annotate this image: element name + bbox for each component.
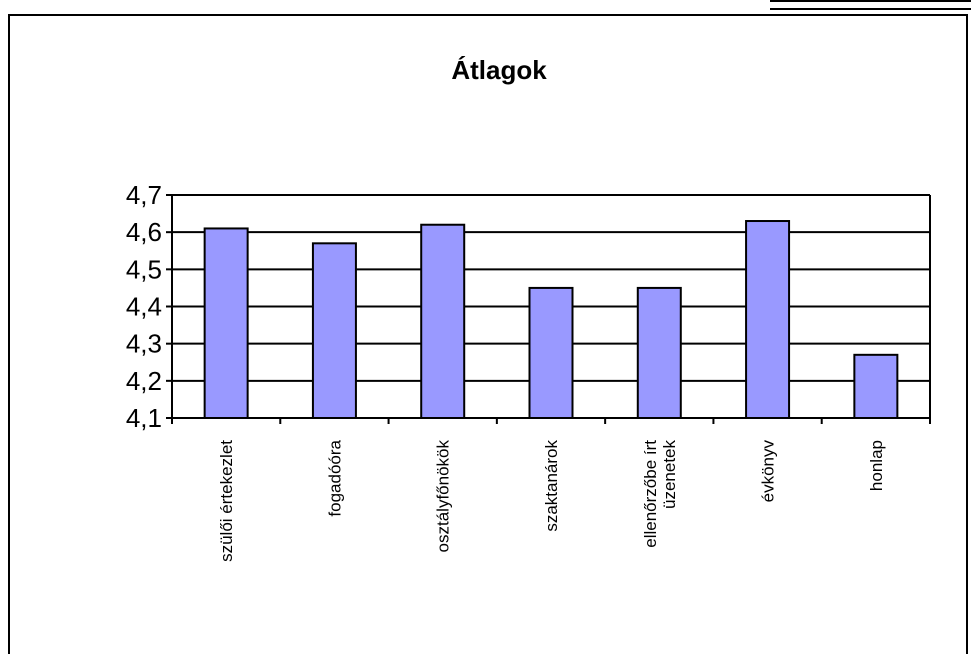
axes xyxy=(166,194,931,424)
bars xyxy=(203,220,899,420)
x-tick-label: évkönyv xyxy=(759,440,778,503)
y-tick-label: 4,7 xyxy=(126,180,162,210)
y-tick-label: 4,4 xyxy=(126,292,162,322)
x-tick-label: üzenetek xyxy=(660,440,679,509)
bar xyxy=(420,223,466,419)
x-tick-label: honlap xyxy=(867,440,886,491)
x-tick-label: szaktanárok xyxy=(542,440,561,532)
x-tick-label: szülői értekezlet xyxy=(217,440,236,562)
corner-bar-decoration xyxy=(770,0,971,10)
bar xyxy=(203,227,249,419)
y-tick-label: 4,3 xyxy=(126,329,162,359)
bar xyxy=(853,353,899,420)
x-tick-label: osztályfőnökök xyxy=(434,440,453,553)
y-tick-label: 4,1 xyxy=(126,403,162,433)
bar xyxy=(528,286,574,419)
y-tick-label: 4,2 xyxy=(126,366,162,396)
bar xyxy=(745,220,791,419)
bar xyxy=(311,242,357,419)
x-tick-label: fogadóóra xyxy=(325,439,344,516)
chart-title: Átlagok xyxy=(451,55,547,85)
chart-frame xyxy=(8,14,968,654)
y-tick-labels: 4,1 4,2 4,3 4,4 4,5 4,6 4,7 xyxy=(126,180,162,433)
x-tick-labels: szülői értekezlet fogadóóra osztályfőnökök… xyxy=(217,439,886,561)
x-tick-label: ellenőrzőbe írt xyxy=(641,440,660,548)
bar xyxy=(636,286,682,419)
y-tick-label: 4,5 xyxy=(126,254,162,284)
y-tick-label: 4,6 xyxy=(126,217,162,247)
